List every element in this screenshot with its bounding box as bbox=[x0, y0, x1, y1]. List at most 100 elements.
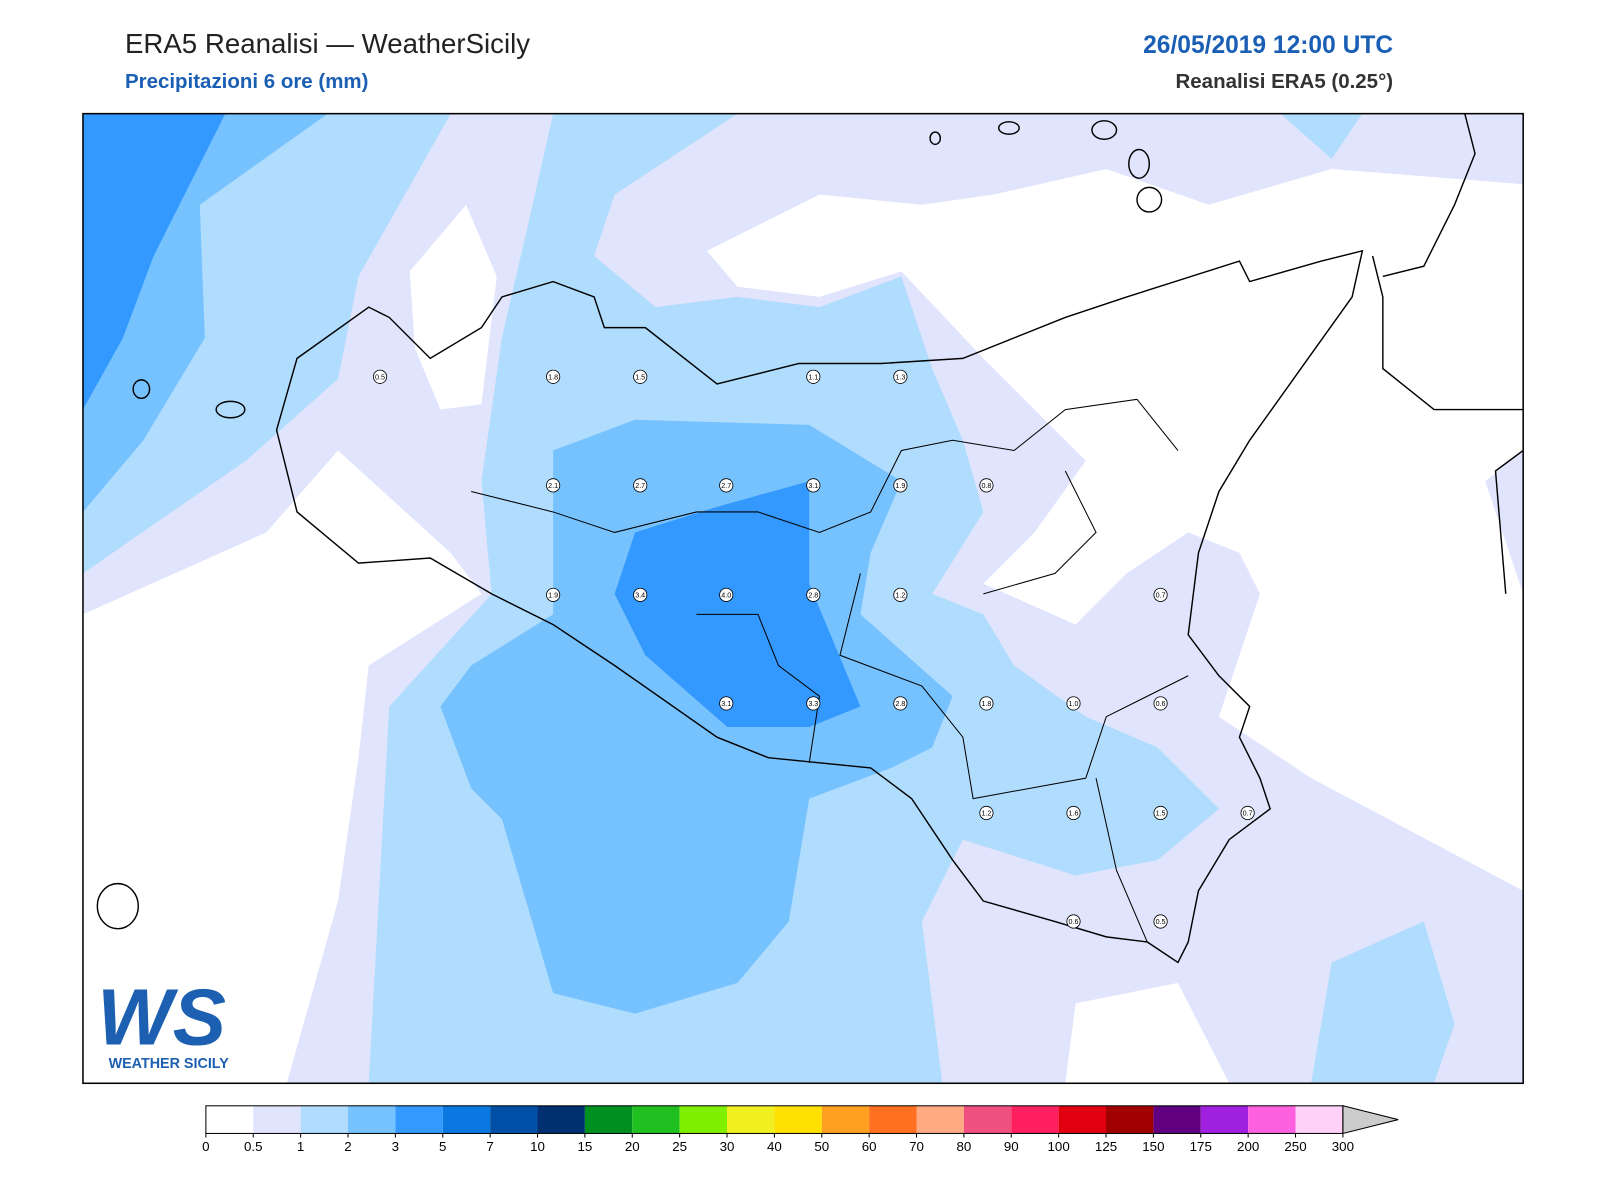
station-value: 2.1 bbox=[548, 482, 558, 490]
colorbar-label: 60 bbox=[862, 1139, 877, 1154]
colorbar-label: 100 bbox=[1048, 1139, 1070, 1154]
station-value: 0.5 bbox=[1156, 918, 1166, 926]
station-value: 3.3 bbox=[808, 700, 818, 708]
station-value: 2.8 bbox=[808, 591, 818, 599]
colorbar-label: 3 bbox=[392, 1139, 399, 1154]
island bbox=[998, 121, 1020, 135]
colorbar-segment bbox=[1153, 1105, 1201, 1134]
station-value: 1.8 bbox=[548, 373, 558, 381]
station-marker bbox=[806, 587, 821, 602]
station-value: 1.5 bbox=[635, 373, 645, 381]
colorbar-segment bbox=[963, 1105, 1012, 1134]
colorbar-segment bbox=[727, 1105, 775, 1134]
colorbar-label: 15 bbox=[577, 1139, 592, 1154]
station-marker bbox=[546, 369, 561, 384]
station-value: 2.7 bbox=[635, 482, 645, 490]
station-marker bbox=[719, 478, 734, 493]
station-value: 1.5 bbox=[1156, 810, 1166, 818]
colorbar-label: 125 bbox=[1095, 1139, 1117, 1154]
shade-deep-blue bbox=[82, 113, 226, 410]
shade-white bbox=[1065, 982, 1230, 1084]
station-marker bbox=[372, 369, 388, 384]
shade-light-blue bbox=[1311, 921, 1455, 1084]
station-marker bbox=[893, 587, 908, 602]
shade-white bbox=[82, 450, 482, 1084]
station-value: 0.8 bbox=[981, 482, 991, 490]
station-value: 3.1 bbox=[808, 482, 818, 490]
colorbar: 0 0.5 1 2 3 5 7 10 15 20 25 30 40 50 60 70 80 90 100 125 150… bbox=[202, 1105, 1399, 1154]
colorbar-label: 250 bbox=[1284, 1139, 1306, 1154]
colorbar-segment bbox=[1106, 1105, 1154, 1134]
colorbar-label: 2 bbox=[344, 1139, 351, 1154]
calabria-coast bbox=[1382, 113, 1476, 278]
station-value: 0.5 bbox=[375, 373, 385, 381]
colorbar-label: 50 bbox=[814, 1139, 829, 1154]
colorbar-segment bbox=[869, 1105, 917, 1134]
colorbar-segment bbox=[253, 1105, 301, 1134]
station-marker bbox=[633, 478, 648, 493]
colorbar-segment bbox=[205, 1105, 254, 1134]
station-marker bbox=[806, 369, 821, 384]
station-value: 1.9 bbox=[548, 591, 558, 599]
colorbar-segment bbox=[1200, 1105, 1249, 1134]
colorbar-segment bbox=[395, 1105, 443, 1134]
province-border bbox=[696, 470, 1189, 943]
station-marker bbox=[1153, 696, 1168, 711]
station-value: 0.6 bbox=[1156, 700, 1166, 708]
colorbar-label: 7 bbox=[486, 1139, 493, 1154]
colorbar-label: 5 bbox=[439, 1139, 446, 1154]
shade-blue bbox=[440, 419, 953, 1014]
shade-light-blue bbox=[1280, 113, 1363, 159]
colorbar-label: 0 bbox=[202, 1139, 209, 1154]
station-value: 3.1 bbox=[721, 700, 731, 708]
island bbox=[929, 131, 942, 146]
coastlines bbox=[96, 113, 1524, 964]
station-value: 2.8 bbox=[895, 700, 905, 708]
station-marker bbox=[1066, 696, 1081, 711]
shade-deep-blue bbox=[614, 481, 861, 727]
station-value: 2.7 bbox=[721, 482, 731, 490]
date: 26/05/2019 12:00 UTC bbox=[1143, 32, 1393, 59]
station-marker bbox=[1153, 587, 1168, 602]
station-value: 1.2 bbox=[895, 591, 905, 599]
station-marker bbox=[1153, 914, 1168, 929]
colorbar-label: 25 bbox=[672, 1139, 687, 1154]
colorbar-segment bbox=[774, 1105, 822, 1134]
colorbar-segment bbox=[679, 1105, 728, 1134]
station-marker bbox=[546, 478, 561, 493]
shading bbox=[82, 113, 1524, 1084]
colorbar-label: 90 bbox=[1004, 1139, 1019, 1154]
colorbar-label: 150 bbox=[1142, 1139, 1164, 1154]
colorbar-label: 200 bbox=[1237, 1139, 1259, 1154]
colorbar-segment bbox=[442, 1105, 491, 1134]
station-marker bbox=[1066, 914, 1081, 929]
colorbar-label: 0.5 bbox=[244, 1139, 263, 1154]
station-values: 0.5 1.8 1.5 1.1 1.3 2.1 2.7 2.7 3.1 1.9 0.8 1.9 3.4 4… bbox=[372, 369, 1255, 929]
station-marker bbox=[719, 696, 734, 711]
station-value: 1.6 bbox=[1069, 810, 1079, 818]
colorbar-label: 40 bbox=[767, 1139, 782, 1154]
colorbar-label: 300 bbox=[1332, 1139, 1354, 1154]
station-value: 0.7 bbox=[1156, 591, 1166, 599]
colorbar-label: 70 bbox=[909, 1139, 924, 1154]
station-value: 1.1 bbox=[808, 373, 818, 381]
station-value: 1.2 bbox=[981, 810, 991, 818]
calabria-coast bbox=[1371, 255, 1524, 411]
colorbar-segment bbox=[584, 1105, 633, 1134]
calabria-coast bbox=[1494, 449, 1524, 594]
colorbar-segment bbox=[300, 1105, 349, 1134]
colorbar-arrow bbox=[1342, 1105, 1399, 1135]
colorbar-segment bbox=[632, 1105, 680, 1134]
logo: WS WEATHER SICILY bbox=[97, 972, 229, 1072]
colorbar-segment bbox=[348, 1105, 396, 1134]
station-value: 1.0 bbox=[1069, 700, 1079, 708]
colorbar-label: 175 bbox=[1190, 1139, 1212, 1154]
station-value: 1.9 bbox=[895, 482, 905, 490]
station-marker bbox=[1240, 805, 1255, 821]
station-marker bbox=[806, 478, 821, 493]
station-marker bbox=[546, 587, 561, 602]
station-marker bbox=[806, 696, 821, 711]
model: Reanalisi ERA5 (0.25°) bbox=[1176, 70, 1394, 93]
